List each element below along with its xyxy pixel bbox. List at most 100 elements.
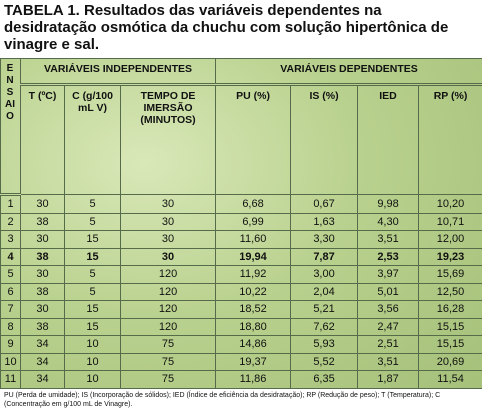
table-cell: 75 <box>119 352 217 371</box>
table-cell: 0,67 <box>290 194 359 214</box>
table-cell: 15 <box>64 247 121 266</box>
table-cell: 11,86 <box>215 370 292 389</box>
table-cell: 5 <box>0 265 21 284</box>
table-row: 4 38 15 30 19,94 7,87 2,53 19,23 <box>0 247 482 266</box>
table-cell: 2 <box>0 212 21 231</box>
table-cell: 5 <box>64 194 121 214</box>
ensaio-header-text: ENSAIO <box>5 63 15 122</box>
table-cell: 30 <box>119 247 217 266</box>
table-cell: 5,21 <box>290 300 359 319</box>
table-cell: 120 <box>119 265 217 284</box>
table-cell: 120 <box>119 282 217 301</box>
table-cell: 120 <box>119 300 217 319</box>
table-cell: 6,68 <box>215 194 292 214</box>
table-cell: 5,93 <box>290 335 359 354</box>
table-row: 10 34 10 75 19,37 5,52 3,51 20,69 <box>0 352 482 371</box>
table-cell: 6,35 <box>290 370 359 389</box>
table-cell: 15 <box>64 300 121 319</box>
table-cell: 10,71 <box>418 212 482 231</box>
table-cell: 2,04 <box>290 282 359 301</box>
table-cell: 5,01 <box>357 282 420 301</box>
table-cell: 10,22 <box>215 282 292 301</box>
table-cell: 38 <box>20 317 65 336</box>
table-cell: 5,52 <box>290 352 359 371</box>
table-cell: 38 <box>20 212 65 231</box>
table-cell: 15,69 <box>418 265 482 284</box>
table-cell: 3,00 <box>290 265 359 284</box>
table-cell: 5 <box>64 282 121 301</box>
table-cell: 15 <box>64 317 121 336</box>
title: TABELA 1. Resultados das variáveis depen… <box>0 0 482 58</box>
table-cell: 18,52 <box>215 300 292 319</box>
table-cell: 3,56 <box>357 300 420 319</box>
table-cell: 1,87 <box>357 370 420 389</box>
table-cell: 2,51 <box>357 335 420 354</box>
table-cell: 1,63 <box>290 212 359 231</box>
column-header: IED <box>357 84 420 195</box>
table-cell: 75 <box>119 370 217 389</box>
table-cell: 7 <box>0 300 21 319</box>
table-cell: 20,69 <box>418 352 482 371</box>
table-cell: 4 <box>0 247 21 266</box>
table-cell: 15 <box>64 230 121 249</box>
table-cell: 15,15 <box>418 317 482 336</box>
group-header: VARIÁVEIS INDEPENDENTES <box>19 58 217 86</box>
table-cell: 9,98 <box>357 194 420 214</box>
table-cell: 120 <box>119 317 217 336</box>
table-row: 1 30 5 30 6,68 0,67 9,98 10,20 <box>0 194 482 214</box>
table-cell: 5 <box>64 265 121 284</box>
table-cell: 8 <box>0 317 21 336</box>
table-cell: 16,28 <box>418 300 482 319</box>
table-cell: 38 <box>20 247 65 266</box>
table-cell: 10 <box>64 335 121 354</box>
column-header: C (g/100 mL V) <box>64 84 121 195</box>
footnote: PU (Perda de umidade); IS (Incorporação … <box>0 388 482 408</box>
table-cell: 30 <box>20 300 65 319</box>
table-cell: 19,23 <box>418 247 482 266</box>
table-row: 3 30 15 30 11,60 3,30 3,51 12,00 <box>0 230 482 249</box>
group-header: VARIÁVEIS DEPENDENTES <box>215 58 482 86</box>
table-cell: 3 <box>0 230 21 249</box>
table-cell: 30 <box>20 265 65 284</box>
table-row: 9 34 10 75 14,86 5,93 2,51 15,15 <box>0 335 482 354</box>
table-row: 8 38 15 120 18,80 7,62 2,47 15,15 <box>0 317 482 336</box>
table-cell: 3,51 <box>357 230 420 249</box>
table-cell: 30 <box>119 230 217 249</box>
table-cell: 11 <box>0 370 21 389</box>
table-cell: 12,00 <box>418 230 482 249</box>
table-row: 11 34 10 75 11,86 6,35 1,87 11,54 <box>0 370 482 389</box>
table-cell: 2,53 <box>357 247 420 266</box>
table-cell: 19,94 <box>215 247 292 266</box>
table-cell: 30 <box>20 194 65 214</box>
table-cell: 2,47 <box>357 317 420 336</box>
ensaio-header: ENSAIO <box>0 58 21 196</box>
table-cell: 6 <box>0 282 21 301</box>
table-row: 6 38 5 120 10,22 2,04 5,01 12,50 <box>0 282 482 301</box>
table-cell: 15,15 <box>418 335 482 354</box>
column-header: IS (%) <box>290 84 359 195</box>
table-row: 2 38 5 30 6,99 1,63 4,30 10,71 <box>0 212 482 231</box>
table-cell: 10,20 <box>418 194 482 214</box>
table-cell: 30 <box>119 194 217 214</box>
table-cell: 11,60 <box>215 230 292 249</box>
table-cell: 3,30 <box>290 230 359 249</box>
table-cell: 34 <box>20 352 65 371</box>
table-cell: 7,87 <box>290 247 359 266</box>
table-cell: 4,30 <box>357 212 420 231</box>
column-header: T (ºC) <box>20 84 65 195</box>
table-cell: 14,86 <box>215 335 292 354</box>
table-cell: 10 <box>0 352 21 371</box>
table-cell: 1 <box>0 194 21 214</box>
table-cell: 6,99 <box>215 212 292 231</box>
results-table: ENSAIO VARIÁVEIS INDEPENDENTES VARIÁVEIS… <box>0 58 482 389</box>
table-cell: 30 <box>20 230 65 249</box>
table-cell: 7,62 <box>290 317 359 336</box>
table-cell: 5 <box>64 212 121 231</box>
table-cell: 12,50 <box>418 282 482 301</box>
table-cell: 9 <box>0 335 21 354</box>
table-cell: 18,80 <box>215 317 292 336</box>
table-cell: 30 <box>119 212 217 231</box>
column-header: PU (%) <box>215 84 292 195</box>
table-cell: 19,37 <box>215 352 292 371</box>
